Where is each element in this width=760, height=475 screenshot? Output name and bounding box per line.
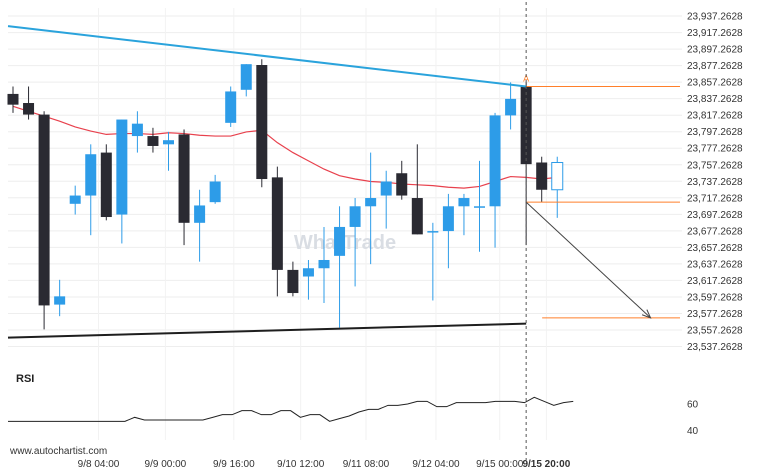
price-tick-label: 23,617.2628 (687, 276, 743, 287)
candle-body (365, 198, 377, 207)
candle-body (442, 206, 454, 232)
projection-arrow-line (525, 201, 651, 319)
candle-body (38, 114, 50, 306)
candle-body (240, 64, 252, 90)
price-tick-label: 23,877.2628 (687, 61, 743, 72)
time-tick-label: 9/15 20:00 (522, 459, 570, 470)
candles (7, 59, 564, 330)
candle-body (427, 231, 439, 233)
candle-body (489, 115, 501, 207)
price-tick-label: 23,697.2628 (687, 210, 743, 221)
candle-body (287, 269, 299, 294)
time-tick-label: 9/11 08:00 (343, 459, 390, 470)
price-axis: 23,937.2628 23,917.2628 23,897.2628 23,877.… (687, 12, 743, 353)
price-tick-label: 23,797.2628 (687, 127, 743, 138)
resistance-line (7, 25, 527, 88)
rsi-title: RSI (16, 373, 34, 385)
price-tick-label: 23,657.2628 (687, 243, 743, 254)
price-tick-label: 23,637.2628 (687, 259, 743, 270)
time-tick-label: 9/9 00:00 (145, 459, 187, 470)
trend-lines: A (7, 2, 680, 460)
projection-arrow-head (641, 309, 652, 319)
candle-body (536, 162, 548, 190)
candle-body (194, 205, 206, 223)
rsi-tick-label: 60 (687, 400, 699, 411)
candle-body (85, 154, 97, 196)
price-tick-label: 23,857.2628 (687, 78, 743, 89)
candle-body (302, 268, 314, 277)
candle-body (225, 91, 237, 123)
candle-body (411, 198, 423, 235)
candle-body (271, 177, 283, 270)
candle-body (131, 123, 143, 137)
rsi-panel: RSI 60 40 (8, 373, 699, 437)
candle-body (69, 195, 81, 204)
candle-body (178, 134, 190, 223)
point-label-a: A (523, 73, 529, 83)
candle-body (380, 181, 392, 196)
price-tick-label: 23,837.2628 (687, 94, 743, 105)
source-text: www.autochartist.com (9, 446, 107, 457)
candle-body (163, 140, 174, 145)
price-tick-label: 23,777.2628 (687, 144, 743, 155)
time-tick-label: 9/15 00:00 (476, 459, 524, 470)
time-axis: 9/8 04:00 9/9 00:00 9/9 16:00 9/10 12:00 9/1… (78, 459, 571, 470)
time-tick-label: 9/10 12:00 (277, 459, 325, 470)
price-tick-label: 23,737.2628 (687, 177, 743, 188)
candle-body (256, 65, 268, 180)
price-tick-label: 23,537.2628 (687, 342, 743, 353)
price-tick-label: 23,917.2628 (687, 28, 743, 39)
candle-body (505, 98, 517, 116)
candle-body (7, 93, 19, 105)
candle-body (116, 119, 128, 215)
time-tick-label: 9/9 16:00 (213, 459, 255, 470)
candle-body (100, 152, 112, 218)
price-tick-label: 23,597.2628 (687, 292, 743, 303)
candle-body (209, 181, 221, 203)
price-tick-label: 23,717.2628 (687, 193, 743, 204)
candle-body (147, 136, 159, 146)
rsi-line (8, 396, 574, 422)
price-tick-label: 23,897.2628 (687, 45, 743, 56)
time-tick-label: 9/12 04:00 (412, 459, 460, 470)
price-tick-label: 23,757.2628 (687, 160, 743, 171)
price-tick-label: 23,677.2628 (687, 226, 743, 237)
candle-body (458, 198, 470, 207)
candle-body (520, 86, 532, 165)
moving-average (12, 105, 558, 189)
moving-average-line (12, 105, 558, 189)
candle-body (551, 161, 564, 191)
candle-body (474, 206, 485, 208)
time-tick-label: 9/8 04:00 (78, 459, 120, 470)
candle-body (23, 103, 35, 115)
support-line (7, 322, 527, 339)
price-tick-label: 23,817.2628 (687, 111, 743, 122)
candle-body (396, 173, 408, 196)
price-tick-label: 23,937.2628 (687, 12, 743, 23)
candle-body (54, 296, 66, 305)
candle-body (318, 259, 330, 269)
rsi-tick-label: 40 (687, 426, 699, 437)
price-tick-label: 23,577.2628 (687, 309, 743, 320)
price-tick-label: 23,557.2628 (687, 325, 743, 336)
candle-body (349, 206, 361, 227)
grid (8, 8, 682, 440)
candle-body (334, 226, 346, 256)
